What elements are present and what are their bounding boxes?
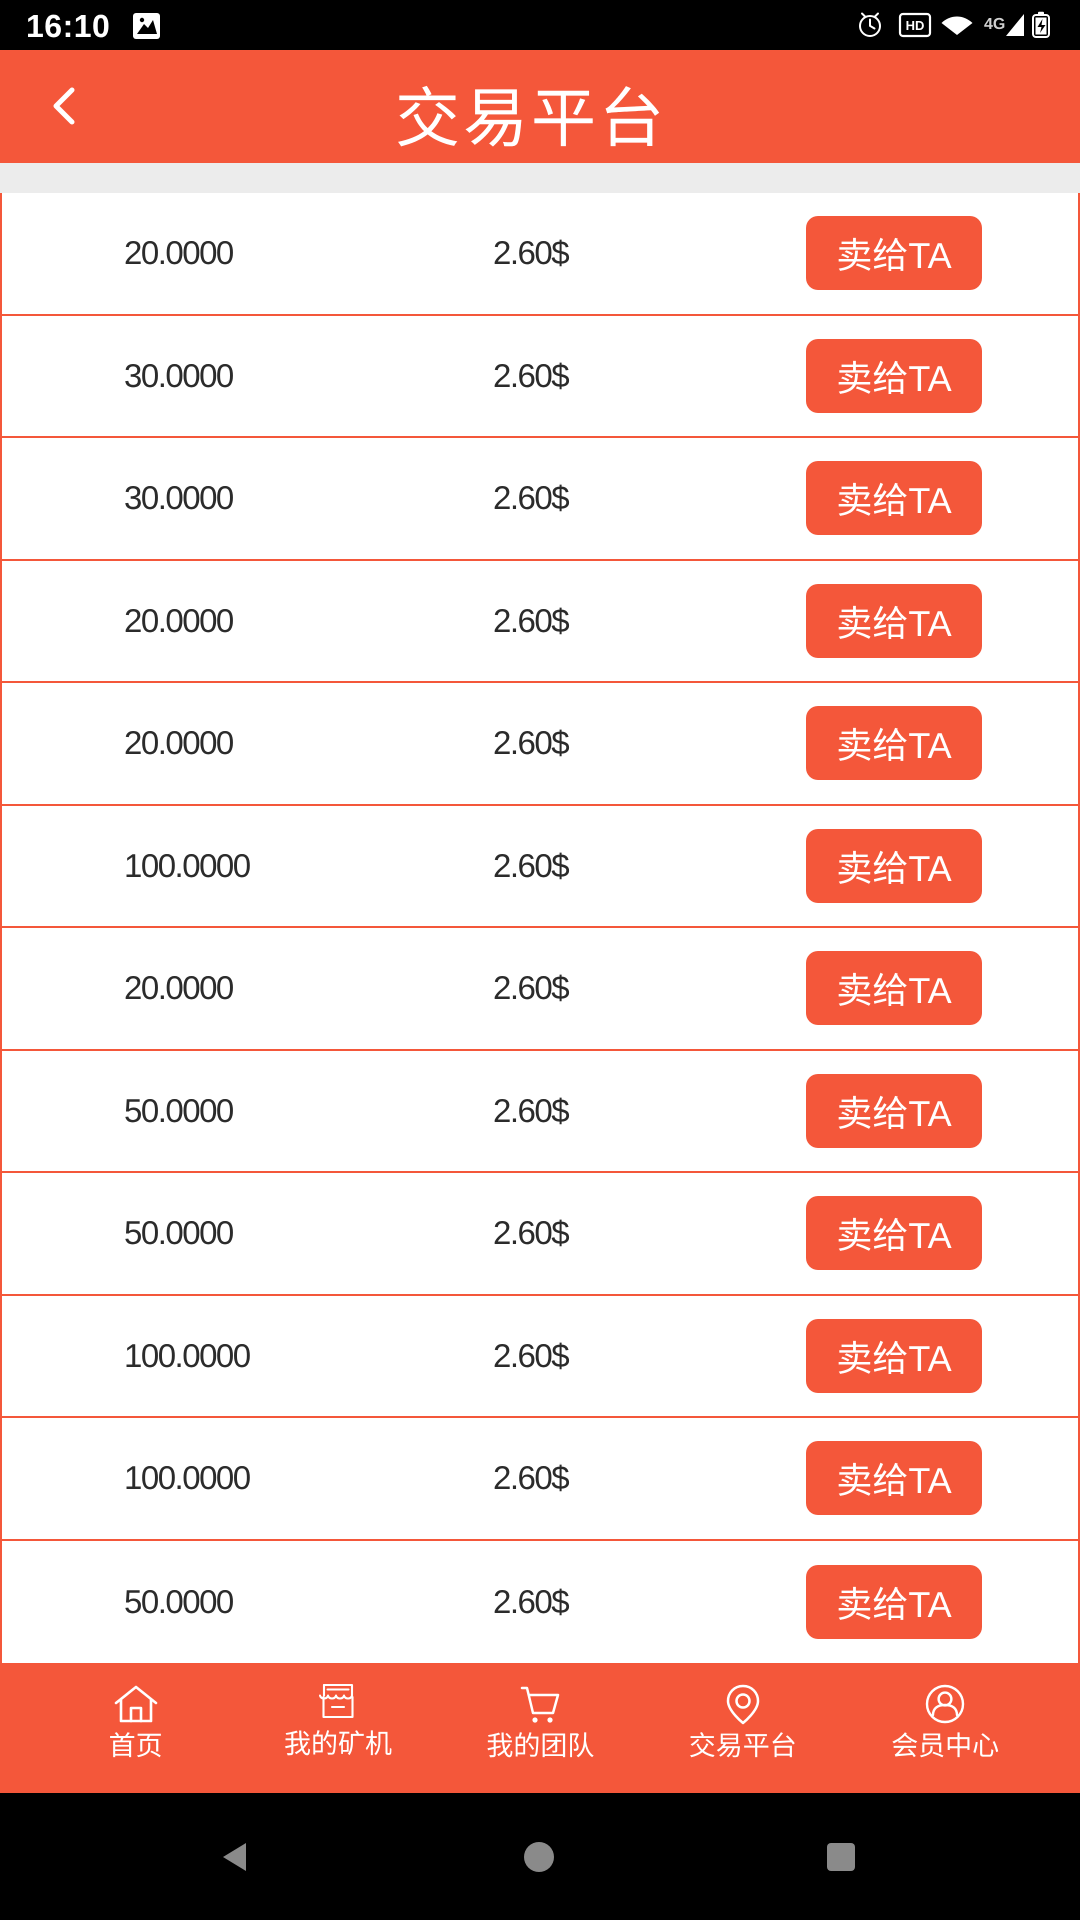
svg-text:HD: HD [906,18,925,33]
svg-text:4G: 4G [984,16,1005,33]
